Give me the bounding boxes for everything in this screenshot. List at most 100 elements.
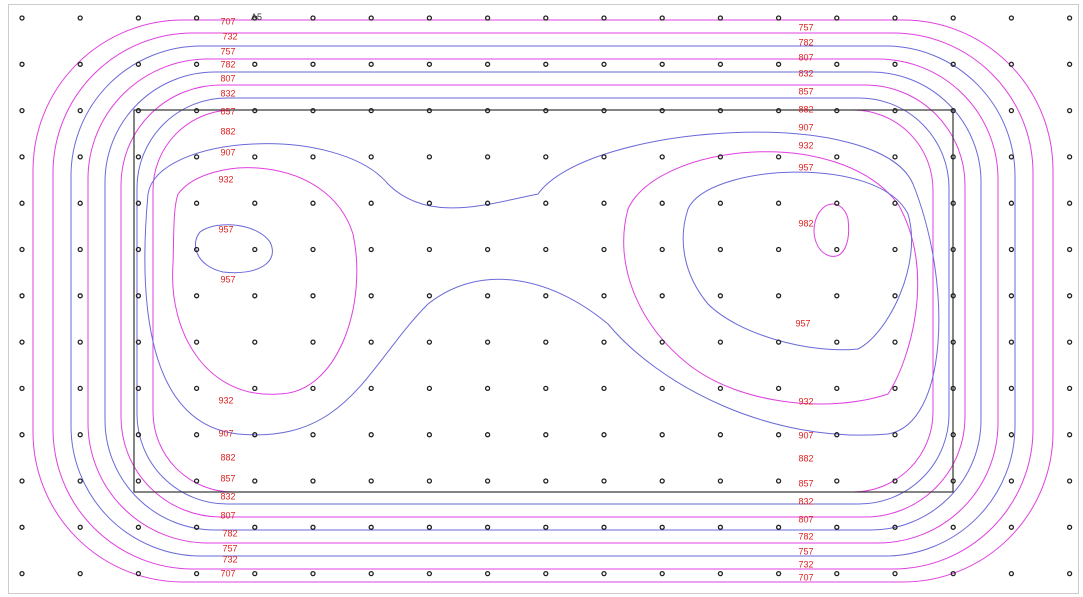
grid-point <box>193 154 200 160</box>
grid-point <box>310 293 316 299</box>
grid-point <box>1066 339 1073 345</box>
grid-point <box>193 61 200 67</box>
grid-point <box>426 246 433 253</box>
grid-point <box>19 385 25 392</box>
grid-point <box>601 61 607 67</box>
grid-point <box>659 478 665 484</box>
contour-label: 832 <box>798 496 813 506</box>
contour-label: 957 <box>220 274 235 284</box>
grid-point <box>1008 478 1015 484</box>
grid-point <box>892 246 898 253</box>
grid-point <box>484 200 491 206</box>
grid-point <box>19 293 25 299</box>
grid-point <box>775 385 782 392</box>
grid-point <box>775 570 782 577</box>
contour-label: 932 <box>218 174 233 184</box>
grid-point <box>77 385 83 392</box>
grid-point <box>834 478 840 484</box>
contour-line-907 <box>144 131 940 436</box>
grid-point <box>193 478 200 484</box>
contour-label: 907 <box>798 122 813 132</box>
grid-point <box>775 61 782 67</box>
grid-point <box>775 432 782 438</box>
grid-point <box>77 246 83 253</box>
grid-point <box>834 246 840 253</box>
grid-point <box>1008 339 1015 345</box>
grid-point <box>543 385 549 392</box>
grid-point <box>1066 432 1073 438</box>
grid-point <box>252 432 258 438</box>
grid-point <box>484 61 491 67</box>
grid-point <box>77 61 83 67</box>
grid-point <box>543 432 549 438</box>
grid-point <box>717 432 724 438</box>
grid-point <box>834 524 840 530</box>
grid-point <box>601 200 607 206</box>
grid-point <box>717 339 724 345</box>
grid-point <box>717 478 724 484</box>
contour-line-982 <box>813 203 850 257</box>
grid-point <box>543 524 549 530</box>
grid-point <box>717 15 724 21</box>
grid-point <box>950 570 956 577</box>
grid-point <box>892 15 898 21</box>
grid-point <box>892 107 898 114</box>
grid-point <box>834 61 840 67</box>
grid-point <box>892 524 898 530</box>
grid-point <box>659 154 665 160</box>
grid-point <box>484 570 491 577</box>
grid-point <box>368 570 374 577</box>
contour-label: 782 <box>798 531 813 541</box>
grid-point <box>310 524 316 530</box>
contour-label: 707 <box>220 16 235 26</box>
grid-point <box>1008 246 1015 253</box>
contour-label: 832 <box>798 68 813 78</box>
contour-label: 932 <box>798 140 813 150</box>
grid-point <box>193 200 200 206</box>
grid-point <box>659 570 665 577</box>
grid-point <box>543 61 549 67</box>
grid-point <box>310 61 316 67</box>
contour-label: 882 <box>798 453 813 463</box>
grid-point <box>1066 478 1073 484</box>
grid-point <box>77 15 83 21</box>
contour-label: 857 <box>798 478 813 488</box>
grid-point <box>1008 154 1015 160</box>
grid-point <box>950 61 956 67</box>
contour-label: 932 <box>218 395 233 405</box>
grid-point <box>834 385 840 392</box>
grid-point <box>426 200 433 206</box>
grid-point <box>950 524 956 530</box>
grid-point <box>659 339 665 345</box>
grid-point <box>775 478 782 484</box>
plot-frame <box>8 4 1079 594</box>
contour-label: 732 <box>222 554 237 564</box>
grid-point <box>834 293 840 299</box>
grid-point <box>77 432 83 438</box>
grid-point <box>484 478 491 484</box>
grid-point <box>543 246 549 253</box>
contour-label: 932 <box>798 396 813 406</box>
grid-point <box>717 385 724 392</box>
grid-point <box>834 15 840 21</box>
grid-point <box>775 246 782 253</box>
contour-label: 957 <box>795 318 810 328</box>
grid-point <box>601 154 607 160</box>
contour-label: 807 <box>220 510 235 520</box>
contour-label: 757 <box>220 46 235 56</box>
grid-point <box>1066 385 1073 392</box>
grid-point <box>1066 200 1073 206</box>
contour-label: 732 <box>222 31 237 41</box>
grid-point <box>717 524 724 530</box>
grid-point <box>193 15 200 21</box>
grid-point <box>310 339 316 345</box>
grid-point <box>252 246 258 253</box>
grid-point <box>1008 570 1015 577</box>
grid-point <box>601 293 607 299</box>
contour-label: 882 <box>220 126 235 136</box>
contour-label: 782 <box>220 59 235 69</box>
grid-point <box>717 61 724 67</box>
grid-point <box>950 15 956 21</box>
grid-point <box>484 15 491 21</box>
grid-point <box>19 15 25 21</box>
